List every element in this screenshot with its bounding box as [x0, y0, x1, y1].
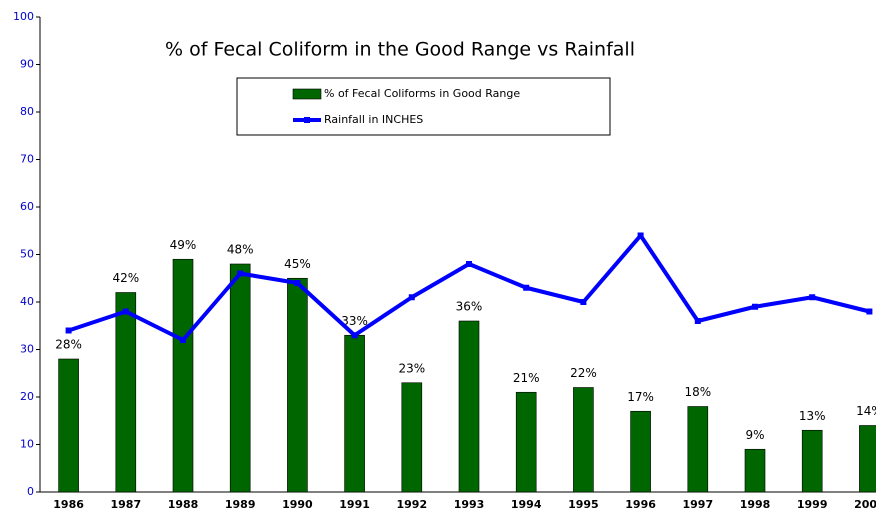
bar — [58, 358, 79, 493]
value-label: 42% — [112, 271, 139, 285]
value-label: 45% — [284, 257, 311, 271]
bar — [172, 258, 194, 493]
value-label: 33% — [341, 314, 368, 328]
x-tick-label: 1993 — [454, 498, 485, 511]
value-label: 22% — [570, 366, 597, 380]
bar — [515, 391, 537, 493]
x-tick-label: 1989 — [225, 498, 256, 511]
y-tick-label: 30 — [20, 343, 34, 356]
line-marker — [237, 270, 244, 277]
value-label: 23% — [398, 361, 425, 375]
x-tick-label: 1986 — [53, 498, 84, 511]
legend-label: % of Fecal Coliforms in Good Range — [324, 87, 520, 100]
value-label: 48% — [227, 243, 254, 257]
x-tick-label: 1988 — [168, 498, 199, 511]
legend-swatch — [292, 88, 322, 100]
x-tick-label: 1998 — [740, 498, 771, 511]
value-label: 21% — [513, 371, 540, 385]
line-marker — [809, 294, 816, 301]
y-tick-label: 70 — [20, 153, 34, 166]
line-marker — [523, 284, 530, 291]
x-tick-label: 1997 — [682, 498, 713, 511]
bar — [229, 263, 251, 493]
x-tick-label: 1994 — [511, 498, 542, 511]
value-label: 49% — [170, 238, 197, 252]
x-tick-label: 1992 — [396, 498, 427, 511]
y-tick-label: 90 — [20, 58, 34, 71]
bar — [859, 425, 876, 493]
x-tick-label: 1990 — [282, 498, 313, 511]
y-tick-label: 10 — [20, 438, 34, 451]
y-tick-label: 0 — [27, 485, 34, 498]
x-tick-label: 1991 — [339, 498, 370, 511]
line-marker — [694, 318, 701, 324]
line-marker — [637, 232, 644, 239]
bar — [573, 387, 594, 493]
value-label: 13% — [799, 409, 826, 423]
y-tick-label: 20 — [20, 390, 34, 403]
bar — [630, 410, 651, 493]
x-tick-label: 1995 — [568, 498, 599, 511]
bar — [744, 448, 766, 493]
value-label: 36% — [456, 300, 483, 314]
y-tick-label: 50 — [20, 248, 34, 261]
line-marker — [122, 308, 129, 315]
line-marker — [580, 299, 587, 305]
line-marker — [466, 261, 472, 267]
bar — [687, 406, 709, 493]
y-tick-label: 100 — [13, 10, 34, 23]
value-label: 14% — [856, 404, 876, 418]
line-marker — [866, 308, 873, 315]
bar — [401, 382, 423, 493]
line-marker — [351, 332, 358, 339]
bar — [344, 334, 365, 493]
line-marker — [180, 337, 186, 343]
value-label: 18% — [684, 385, 711, 399]
x-tick-label: 1987 — [110, 498, 141, 511]
chart-title: % of Fecal Coliform in the Good Range vs… — [165, 39, 635, 61]
y-tick-label: 40 — [20, 295, 34, 308]
bar — [458, 320, 480, 493]
legend-label: Rainfall in INCHES — [324, 113, 423, 126]
legend-marker — [304, 117, 310, 123]
value-label: 17% — [627, 390, 654, 404]
legend-box — [236, 77, 611, 136]
line-marker — [408, 294, 415, 301]
line-marker — [294, 280, 301, 286]
line-marker — [65, 327, 72, 334]
y-tick-label: 60 — [20, 200, 34, 213]
x-tick-label: 1996 — [625, 498, 656, 511]
x-tick-label: 2000 — [854, 498, 876, 511]
y-tick-label: 80 — [20, 105, 34, 118]
bar — [287, 277, 308, 493]
value-label: 28% — [55, 338, 82, 352]
value-label: 9% — [745, 428, 764, 442]
x-tick-label: 1999 — [797, 498, 828, 511]
line-marker — [752, 303, 758, 310]
bar — [115, 292, 137, 493]
bar — [801, 429, 823, 493]
